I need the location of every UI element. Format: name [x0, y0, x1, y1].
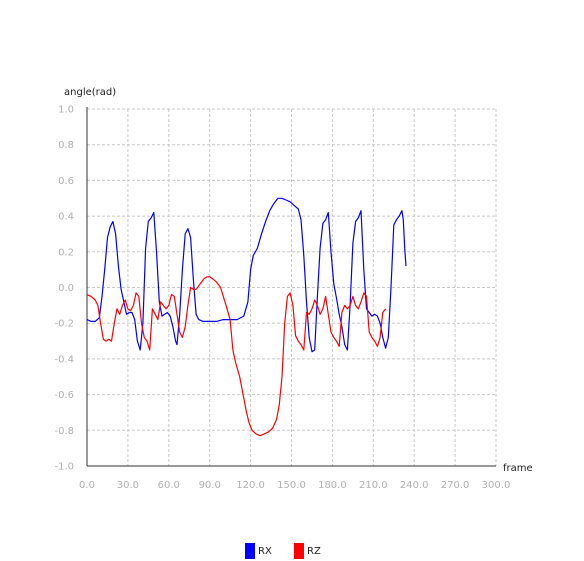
series-line-rx — [86, 197, 407, 353]
y-tick-label: 0.0 — [58, 283, 74, 294]
x-tick-label: 150.0 — [277, 480, 306, 491]
y-tick-label: -1.0 — [54, 462, 74, 473]
x-axis-title: frame — [503, 463, 533, 474]
x-tick-label: 0.0 — [79, 480, 95, 491]
x-tick-label: 90.0 — [199, 480, 221, 491]
y-tick-label: -0.2 — [54, 319, 74, 330]
y-tick-label: 0.2 — [58, 247, 74, 258]
x-tick-label: 240.0 — [400, 480, 429, 491]
x-tick-label: 300.0 — [482, 480, 511, 491]
x-tick-label: 210.0 — [359, 480, 388, 491]
y-tick-label: 0.4 — [58, 212, 74, 223]
series-line-rz — [86, 276, 387, 437]
legend: RX RZ — [0, 543, 584, 561]
x-tick-label: 270.0 — [441, 480, 470, 491]
grid-lines — [87, 108, 497, 466]
legend-swatch-rz — [294, 543, 304, 559]
legend-item-rz: RZ — [294, 543, 321, 559]
y-tick-label: -0.8 — [54, 426, 74, 437]
y-axis-title: angle(rad) — [64, 87, 116, 98]
x-tick-label: 30.0 — [117, 480, 139, 491]
x-tick-label: 180.0 — [318, 480, 347, 491]
x-tick-label: 60.0 — [158, 480, 180, 491]
y-tick-label: -0.6 — [54, 390, 74, 401]
legend-item-rx: RX — [245, 543, 272, 559]
y-tick-label: 1.0 — [58, 105, 74, 116]
legend-swatch-rx — [245, 543, 255, 559]
y-tick-label: -0.4 — [54, 354, 74, 365]
tick-labels: 1.0 0.8 0.6 0.4 0.2 0.0 -0.2 -0.4 -0.6 -0.8 -1.0 0.… — [54, 105, 510, 492]
legend-label-rx: RX — [258, 545, 272, 557]
y-tick-label: 0.8 — [58, 140, 74, 151]
y-tick-label: 0.6 — [58, 176, 74, 187]
x-tick-label: 120.0 — [236, 480, 265, 491]
series-lines — [86, 197, 407, 437]
axes — [86, 107, 496, 467]
legend-label-rz: RZ — [307, 545, 321, 557]
